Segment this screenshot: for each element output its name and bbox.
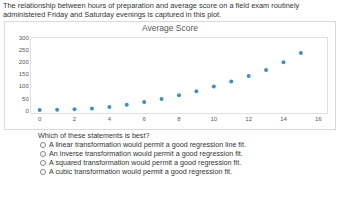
html-text:A squared transformation would: A squared transformation would permit a … — [49, 158, 242, 167]
svg-text:14: 14 — [280, 116, 287, 122]
svg-text:2: 2 — [73, 116, 77, 122]
html-text:A cubic transformation would p: A cubic transformation would permit a go… — [49, 167, 232, 176]
svg-text:300: 300 — [19, 35, 30, 41]
svg-text:250: 250 — [19, 47, 30, 53]
svg-text:10: 10 — [210, 116, 217, 122]
svg-text:4: 4 — [108, 116, 112, 122]
html-text:A linear transformation would: A linear transformation would permit a g… — [49, 140, 246, 149]
html-text:An inverse transformation woul: An inverse transformation would permit a… — [49, 149, 243, 158]
svg-text:200: 200 — [19, 59, 30, 65]
svg-text:16: 16 — [315, 116, 322, 122]
svg-text:Average Score: Average Score — [142, 23, 198, 33]
svg-text:0: 0 — [38, 116, 42, 122]
svg-text:50: 50 — [22, 96, 29, 102]
html-text:Which of these statements is b: Which of these statements is best? — [38, 131, 150, 140]
svg-text:12: 12 — [245, 116, 252, 122]
svg-text:6: 6 — [143, 116, 147, 122]
svg-text:150: 150 — [19, 71, 30, 77]
html-text:The relationship between hours: The relationship between hours of prepar… — [3, 1, 300, 19]
svg-text:8: 8 — [177, 116, 181, 122]
svg-text:0: 0 — [25, 108, 29, 114]
svg-text:100: 100 — [19, 83, 30, 89]
